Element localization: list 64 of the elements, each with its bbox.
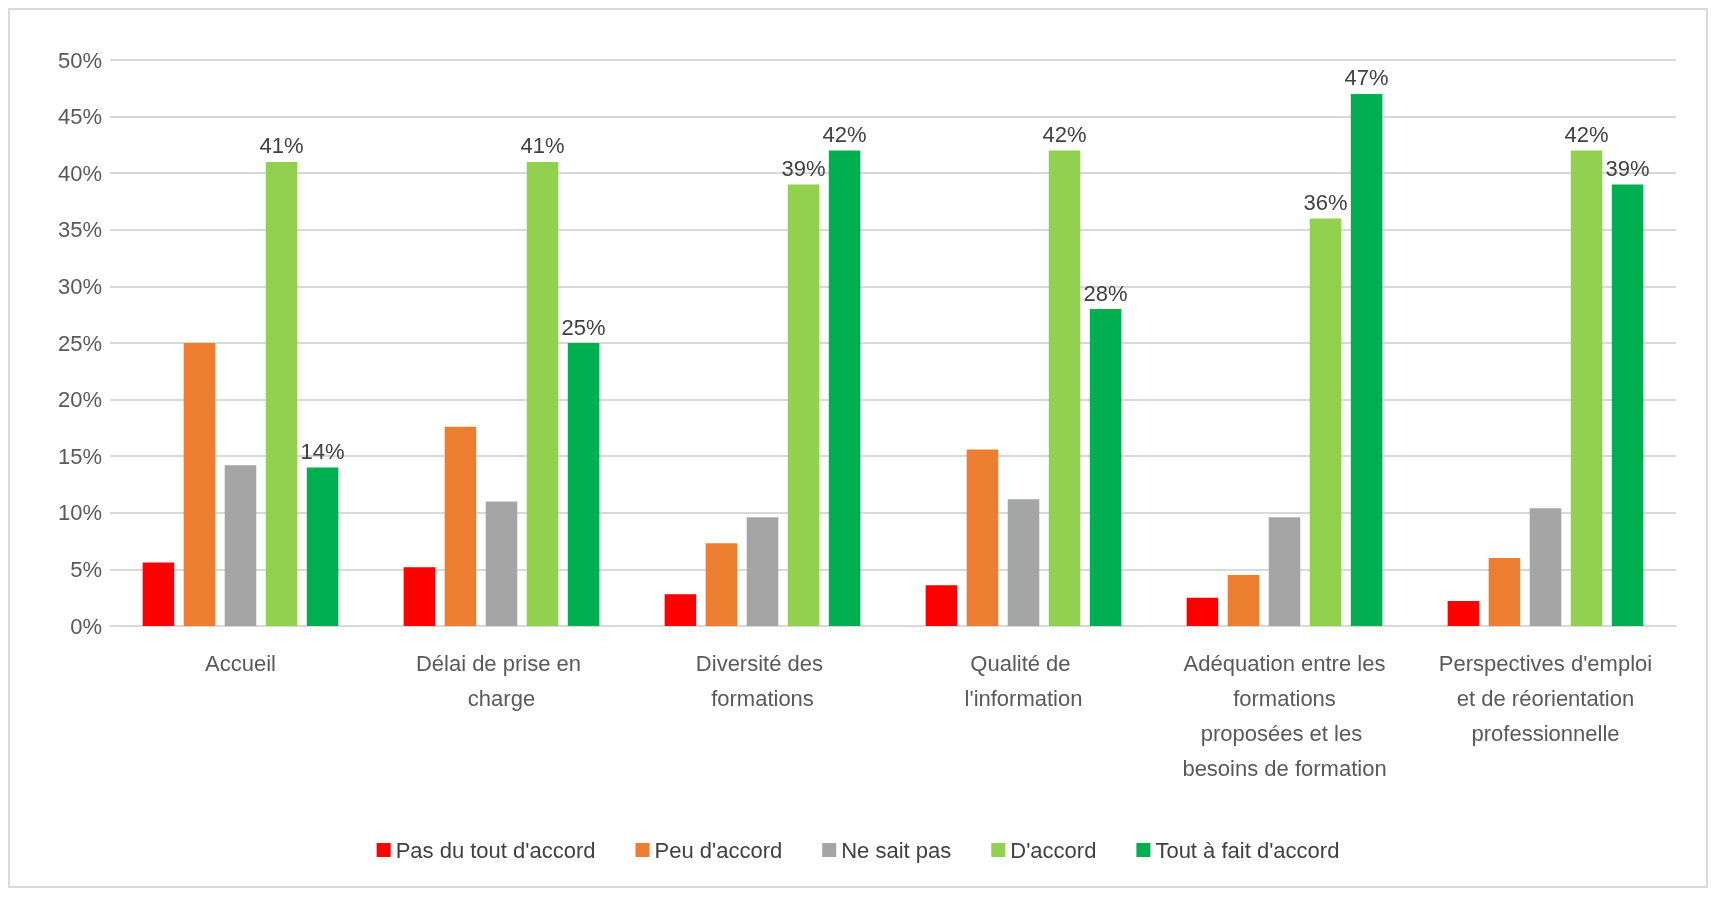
bar — [1447, 601, 1480, 626]
y-tick-label: 40% — [57, 160, 102, 186]
y-tick-label: 50% — [57, 47, 102, 73]
bar — [526, 161, 559, 626]
y-tick-label: 30% — [57, 273, 102, 299]
x-tick-label: Adéquation entre les formations proposées et les besoins de formation — [1182, 651, 1387, 781]
data-label: 39% — [781, 156, 826, 182]
data-label: 42% — [822, 122, 867, 148]
y-tick-label: 20% — [57, 387, 102, 413]
bar — [746, 517, 779, 626]
bar — [1350, 93, 1383, 626]
x-tick-label: Délai de prise en charge — [415, 651, 588, 711]
bar — [664, 594, 697, 626]
data-label: 28% — [1083, 280, 1128, 306]
bar — [966, 449, 999, 626]
y-tick-label: 5% — [70, 556, 102, 582]
bar — [265, 161, 298, 626]
data-label: 42% — [1564, 122, 1609, 148]
y-tick-label: 35% — [57, 217, 102, 243]
bar — [183, 343, 216, 626]
bar — [1570, 150, 1603, 626]
bar — [1089, 309, 1122, 626]
bar — [787, 184, 820, 626]
bar — [1048, 150, 1081, 626]
x-tick-label: Qualité de l'information — [964, 651, 1083, 711]
legend-label: Pas du tout d'accord — [395, 837, 596, 863]
x-tick-label: Diversité des formations — [695, 651, 830, 711]
bar — [1268, 517, 1301, 626]
data-label: 41% — [520, 133, 565, 159]
data-label: 36% — [1303, 189, 1348, 215]
bar — [1186, 597, 1219, 626]
bar — [224, 465, 257, 626]
data-label: 25% — [561, 314, 606, 340]
bar — [1488, 558, 1521, 626]
y-tick-label: 25% — [57, 330, 102, 356]
bar — [485, 501, 518, 626]
legend-label: Peu d'accord — [654, 837, 783, 863]
y-tick-label: 15% — [57, 443, 102, 469]
x-tick-label: Accueil — [205, 651, 276, 676]
legend-label: Tout à fait d'accord — [1155, 837, 1340, 863]
bar — [1309, 218, 1342, 626]
data-label: 42% — [1042, 122, 1087, 148]
bar — [925, 585, 958, 626]
bar — [705, 543, 738, 626]
bar — [1611, 184, 1644, 626]
bar — [444, 426, 477, 626]
data-label: 41% — [259, 133, 304, 159]
y-tick-label: 10% — [57, 500, 102, 526]
x-tick-label: Perspectives d'emploi et de réorientation professionnelle — [1438, 651, 1653, 746]
bar — [828, 150, 861, 626]
legend-label: D'accord — [1010, 837, 1097, 863]
bar — [567, 343, 600, 626]
bar — [306, 467, 339, 626]
bar — [1529, 508, 1562, 626]
y-tick-label: 45% — [57, 104, 102, 130]
data-label: 47% — [1344, 65, 1389, 91]
legend-label: Ne sait pas — [841, 837, 952, 863]
y-tick-label: 0% — [70, 613, 102, 639]
data-label: 14% — [300, 439, 345, 465]
bar — [1227, 575, 1260, 626]
bar — [1007, 499, 1040, 626]
data-label: 39% — [1605, 156, 1650, 182]
bar — [403, 567, 436, 626]
bar — [142, 562, 175, 626]
